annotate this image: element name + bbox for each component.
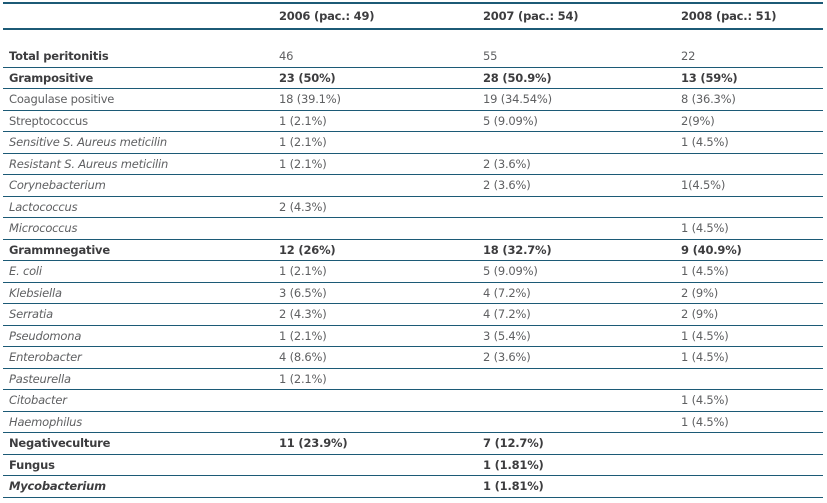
row-label: Klebsiella <box>9 285 62 300</box>
table-row: Coagulase positive 18 (39.1%) 19 (34.54%) 8… <box>3 89 823 111</box>
cell-value: 2 (3.6%) <box>483 350 531 365</box>
cell-value: 1 (2.1%) <box>279 328 327 343</box>
cell-value: 4 (7.2%) <box>483 285 531 300</box>
header-year-2008: 2008 (pac.: 51) <box>681 9 777 23</box>
cell-value: 1 (4.5%) <box>681 393 729 408</box>
header-year-2007: 2007 (pac.: 54) <box>483 9 579 23</box>
cell-value: 12 (26%) <box>279 242 336 257</box>
row-label: E. coli <box>9 264 42 279</box>
table-body: Total peritonitis 46 55 22 Grampositive 23 (5… <box>3 46 823 498</box>
cell-value: 1(4.5%) <box>681 178 726 193</box>
table-row: Micrococcus 1 (4.5%) <box>3 218 823 240</box>
cell-value: 2 (3.6%) <box>483 178 531 193</box>
cell-value: 1 (2.1%) <box>279 371 327 386</box>
table-row: Sensitive S. Aureus meticilin 1 (2.1%) 1 (… <box>3 132 823 154</box>
cell-value: 55 <box>483 49 498 64</box>
cell-value: 2 (3.6%) <box>483 156 531 171</box>
table-row: Resistant S. Aureus meticilin 1 (2.1%) 2 (… <box>3 154 823 175</box>
table-row: Grampositive 23 (50%) 28 (50.9%) 13 (59%) <box>3 68 823 89</box>
row-label: Pasteurella <box>9 371 71 386</box>
table-row: Negativeculture 11 (23.9%) 7 (12.7%) <box>3 433 823 455</box>
cell-value: 1 (4.5%) <box>681 264 729 279</box>
cell-value: 1 (2.1%) <box>279 264 327 279</box>
row-label: Grampositive <box>9 70 94 85</box>
row-label: Streptococcus <box>9 113 88 128</box>
cell-value: 1 (4.5%) <box>681 135 729 150</box>
cell-value: 1 (2.1%) <box>279 113 327 128</box>
cell-value: 28 (50.9%) <box>483 70 552 85</box>
cell-value: 4 (8.6%) <box>279 350 327 365</box>
cell-value: 1 (4.5%) <box>681 414 729 429</box>
row-label: Pseudomona <box>9 328 82 343</box>
cell-value: 5 (9.09%) <box>483 113 538 128</box>
table-row: Mycobacterium 1 (1.81%) <box>3 476 823 498</box>
cell-value: 1 (1.81%) <box>483 457 544 472</box>
cell-value: 3 (6.5%) <box>279 285 327 300</box>
header-gap <box>3 30 823 46</box>
row-label: Resistant S. Aureus meticilin <box>9 156 169 171</box>
cell-value: 2 (4.3%) <box>279 307 327 322</box>
cell-value: 1 (1.81%) <box>483 479 544 494</box>
table-row: Total peritonitis 46 55 22 <box>3 46 823 68</box>
row-label: Total peritonitis <box>9 49 109 64</box>
table-row: Citobacter 1 (4.5%) <box>3 390 823 412</box>
cell-value: 23 (50%) <box>279 70 336 85</box>
row-label: Fungus <box>9 457 55 472</box>
table-row: Corynebacterium 2 (3.6%) 1(4.5%) <box>3 175 823 197</box>
cell-value: 22 <box>681 49 696 64</box>
cell-value: 1 (4.5%) <box>681 221 729 236</box>
cell-value: 1 (4.5%) <box>681 350 729 365</box>
cell-value: 2 (9%) <box>681 285 718 300</box>
cell-value: 2(9%) <box>681 113 715 128</box>
cell-value: 7 (12.7%) <box>483 436 544 451</box>
cell-value: 1 (2.1%) <box>279 156 327 171</box>
table-row: Enterobacter 4 (8.6%) 2 (3.6%) 1 (4.5%) <box>3 347 823 369</box>
cell-value: 5 (9.09%) <box>483 264 538 279</box>
table-row: Pseudomona 1 (2.1%) 3 (5.4%) 1 (4.5%) <box>3 326 823 347</box>
table-row: Grammnegative 12 (26%) 18 (32.7%) 9 (40.9%) <box>3 240 823 261</box>
table-row: Fungus 1 (1.81%) <box>3 455 823 476</box>
cell-value: 1 (2.1%) <box>279 135 327 150</box>
row-label: Serratia <box>9 307 54 322</box>
row-label: Citobacter <box>9 393 67 408</box>
cell-value: 18 (32.7%) <box>483 242 552 257</box>
table-header-row: 2006 (pac.: 49) 2007 (pac.: 54) 2008 (pa… <box>3 4 823 30</box>
row-label: Grammnegative <box>9 242 110 257</box>
table-row: Klebsiella 3 (6.5%) 4 (7.2%) 2 (9%) <box>3 283 823 304</box>
row-label: Micrococcus <box>9 221 78 236</box>
table-row: Haemophilus 1 (4.5%) <box>3 412 823 433</box>
cell-value: 46 <box>279 49 294 64</box>
row-label: Haemophilus <box>9 414 83 429</box>
cell-value: 9 (40.9%) <box>681 242 742 257</box>
table-row: Lactococcus 2 (4.3%) <box>3 197 823 218</box>
peritonitis-table: 2006 (pac.: 49) 2007 (pac.: 54) 2008 (pa… <box>3 2 823 498</box>
row-label: Negativeculture <box>9 436 111 451</box>
cell-value: 3 (5.4%) <box>483 328 531 343</box>
cell-value: 18 (39.1%) <box>279 92 341 107</box>
row-label: Coagulase positive <box>9 92 115 107</box>
table-row: Serratia 2 (4.3%) 4 (7.2%) 2 (9%) <box>3 304 823 326</box>
table-row: Pasteurella 1 (2.1%) <box>3 369 823 390</box>
table-row: E. coli 1 (2.1%) 5 (9.09%) 1 (4.5%) <box>3 261 823 283</box>
row-label: Lactococcus <box>9 199 78 214</box>
cell-value: 13 (59%) <box>681 70 738 85</box>
cell-value: 8 (36.3%) <box>681 92 736 107</box>
cell-value: 2 (4.3%) <box>279 199 327 214</box>
row-label: Mycobacterium <box>9 479 106 494</box>
table-row: Streptococcus 1 (2.1%) 5 (9.09%) 2(9%) <box>3 111 823 132</box>
cell-value: 1 (4.5%) <box>681 328 729 343</box>
row-label: Sensitive S. Aureus meticilin <box>9 135 167 150</box>
cell-value: 19 (34.54%) <box>483 92 552 107</box>
row-label: Enterobacter <box>9 350 82 365</box>
cell-value: 11 (23.9%) <box>279 436 348 451</box>
cell-value: 2 (9%) <box>681 307 718 322</box>
row-label: Corynebacterium <box>9 178 106 193</box>
cell-value: 4 (7.2%) <box>483 307 531 322</box>
header-year-2006: 2006 (pac.: 49) <box>279 9 375 23</box>
